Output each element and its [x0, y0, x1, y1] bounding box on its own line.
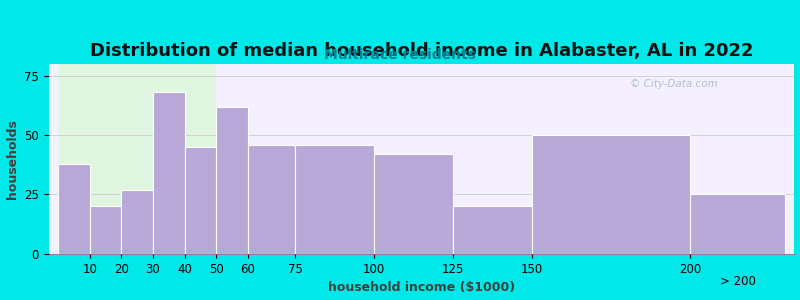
Bar — [185, 147, 216, 254]
Bar — [453, 206, 532, 254]
Y-axis label: households: households — [6, 119, 18, 199]
Text: © City-Data.com: © City-Data.com — [630, 79, 718, 89]
Bar — [532, 135, 690, 254]
Text: Multirace residents: Multirace residents — [324, 48, 476, 62]
Bar — [185, 147, 216, 254]
Bar — [122, 190, 153, 254]
Bar — [248, 145, 295, 254]
Bar — [90, 206, 122, 254]
Bar — [690, 194, 785, 254]
Bar — [453, 206, 532, 254]
Bar — [90, 206, 122, 254]
Bar — [58, 64, 216, 254]
Title: Distribution of median household income in Alabaster, AL in 2022: Distribution of median household income … — [90, 42, 754, 60]
Bar — [532, 135, 690, 254]
Bar — [374, 154, 453, 254]
Bar — [153, 92, 185, 254]
Bar — [216, 106, 248, 254]
Bar — [58, 164, 90, 254]
X-axis label: household income ($1000): household income ($1000) — [328, 281, 515, 294]
Bar — [153, 92, 185, 254]
Bar — [248, 145, 295, 254]
Bar — [374, 154, 453, 254]
Bar — [216, 106, 248, 254]
Bar — [122, 190, 153, 254]
Bar — [58, 164, 90, 254]
Bar — [295, 145, 374, 254]
Bar — [690, 194, 785, 254]
Bar — [295, 145, 374, 254]
Text: > 200: > 200 — [720, 275, 755, 288]
